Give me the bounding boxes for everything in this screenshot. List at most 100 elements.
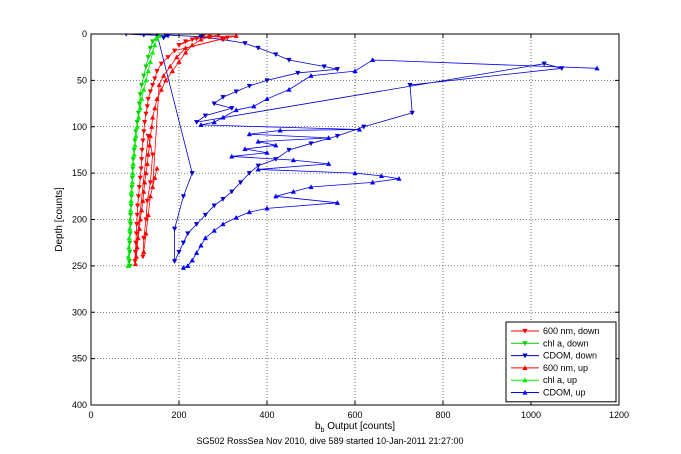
data-point bbox=[160, 35, 167, 41]
data-point bbox=[138, 96, 145, 101]
data-point bbox=[132, 138, 138, 144]
data-point bbox=[207, 34, 213, 39]
data-point bbox=[255, 45, 261, 51]
data-point bbox=[145, 212, 151, 217]
data-point bbox=[130, 161, 136, 166]
data-point bbox=[127, 216, 133, 222]
y-tick-label: 200 bbox=[72, 215, 87, 225]
data-point bbox=[321, 64, 327, 70]
data-point bbox=[147, 180, 154, 186]
data-point bbox=[144, 104, 150, 110]
data-point bbox=[171, 48, 178, 54]
data-point bbox=[152, 175, 158, 180]
data-point bbox=[308, 141, 314, 147]
data-point bbox=[128, 198, 134, 203]
data-point bbox=[352, 170, 358, 176]
data-point bbox=[264, 78, 270, 84]
data-point bbox=[255, 163, 261, 169]
x-axis-label-main: b bbox=[315, 421, 321, 432]
data-point bbox=[163, 77, 169, 83]
data-point bbox=[169, 68, 176, 74]
data-point bbox=[211, 101, 217, 107]
data-point bbox=[138, 166, 144, 172]
data-point bbox=[180, 265, 187, 270]
data-point bbox=[295, 70, 301, 76]
data-point bbox=[154, 165, 160, 171]
data-point bbox=[127, 222, 134, 227]
data-point bbox=[127, 226, 133, 231]
data-point bbox=[334, 200, 341, 205]
y-tick-label: 50 bbox=[77, 75, 87, 85]
legend-entry: 600 nm, down bbox=[543, 326, 600, 336]
data-point bbox=[176, 59, 182, 64]
data-point bbox=[233, 107, 239, 113]
data-point bbox=[198, 242, 204, 248]
data-point bbox=[193, 120, 200, 125]
data-point bbox=[130, 157, 136, 162]
data-point bbox=[193, 250, 200, 255]
data-point bbox=[255, 166, 261, 172]
legend-marker bbox=[522, 328, 528, 334]
data-point bbox=[137, 175, 143, 181]
data-point bbox=[140, 198, 146, 203]
data-point bbox=[141, 34, 146, 38]
data-point bbox=[246, 131, 253, 137]
y-tick-label: 400 bbox=[72, 400, 87, 410]
data-point bbox=[220, 95, 226, 100]
data-point bbox=[229, 106, 235, 111]
data-point bbox=[143, 170, 149, 176]
data-point bbox=[198, 122, 204, 127]
data-point bbox=[133, 231, 139, 237]
legend-marker bbox=[522, 389, 528, 395]
data-point bbox=[126, 235, 132, 241]
data-point bbox=[233, 34, 239, 38]
data-point bbox=[137, 216, 143, 222]
data-point bbox=[127, 207, 134, 213]
data-point bbox=[334, 67, 341, 72]
data-point bbox=[356, 126, 363, 132]
data-point bbox=[308, 184, 314, 190]
data-point bbox=[277, 127, 283, 133]
data-point bbox=[409, 110, 415, 116]
legend-marker bbox=[522, 365, 528, 370]
data-point bbox=[264, 96, 270, 101]
x-axis-label-sub: b bbox=[321, 427, 325, 434]
y-tick-label: 150 bbox=[72, 168, 87, 178]
data-point bbox=[407, 82, 413, 88]
data-point bbox=[131, 147, 137, 153]
data-point bbox=[233, 214, 239, 220]
data-point bbox=[136, 226, 143, 231]
data-point bbox=[158, 61, 165, 67]
x-tick-label: 0 bbox=[88, 410, 93, 420]
data-point bbox=[220, 35, 226, 41]
data-point bbox=[143, 77, 149, 83]
x-tick-label: 200 bbox=[171, 410, 186, 420]
y-tick-label: 300 bbox=[72, 307, 87, 317]
data-point bbox=[129, 179, 135, 185]
data-point bbox=[361, 124, 367, 130]
data-point bbox=[141, 129, 147, 135]
data-point bbox=[132, 261, 139, 267]
data-point bbox=[171, 259, 178, 264]
data-point bbox=[141, 86, 147, 92]
data-point bbox=[141, 236, 147, 241]
data-point bbox=[130, 170, 136, 176]
data-point bbox=[308, 73, 314, 78]
data-point bbox=[220, 114, 226, 120]
data-point bbox=[149, 82, 156, 88]
data-point bbox=[246, 209, 253, 215]
data-point bbox=[141, 249, 147, 255]
data-point bbox=[255, 138, 261, 144]
data-point bbox=[141, 188, 147, 194]
legend-box bbox=[505, 321, 617, 403]
data-point bbox=[125, 253, 132, 259]
data-point bbox=[325, 135, 332, 140]
y-tick-label: 350 bbox=[72, 354, 87, 364]
data-point bbox=[559, 66, 565, 72]
data-point bbox=[189, 171, 195, 176]
data-point bbox=[134, 244, 140, 250]
data-point bbox=[158, 86, 165, 92]
data-point bbox=[156, 82, 162, 88]
data-point bbox=[149, 184, 156, 190]
data-point bbox=[135, 194, 142, 200]
